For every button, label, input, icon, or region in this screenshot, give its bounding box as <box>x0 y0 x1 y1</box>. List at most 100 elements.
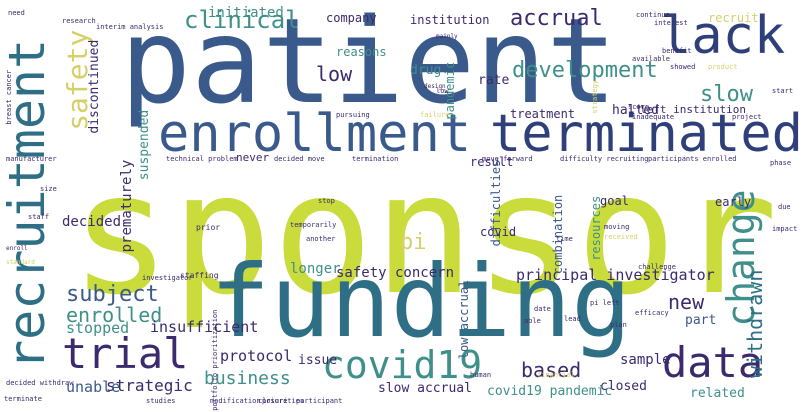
word: impact <box>772 225 798 233</box>
word: interim analysis <box>96 23 164 31</box>
word: score <box>628 103 650 111</box>
word: left institution <box>640 103 746 116</box>
word: covid19 pandemic <box>487 384 613 399</box>
word: principal investigator <box>516 266 715 284</box>
word: initiated <box>208 5 284 21</box>
word: covid19 <box>322 343 483 387</box>
word: challenge <box>638 263 676 271</box>
word: decided <box>62 214 122 230</box>
word: patient <box>120 0 618 130</box>
word: start <box>772 87 794 95</box>
word: available <box>632 55 670 63</box>
word: able <box>524 317 541 325</box>
word: trial <box>62 329 189 378</box>
word: never <box>236 151 270 164</box>
word: enrolled <box>66 303 163 327</box>
word: strategic <box>106 376 193 395</box>
word: termination <box>352 155 399 163</box>
word: business <box>204 368 291 389</box>
word: lack <box>660 6 786 66</box>
word: closure <box>258 397 288 405</box>
word: pi <box>400 230 427 255</box>
word: development <box>512 58 658 83</box>
word: funding <box>210 243 632 360</box>
word: part <box>685 313 717 328</box>
word: staff <box>28 213 50 221</box>
word: continue <box>636 11 670 19</box>
word: portfolio prioritization <box>211 309 219 411</box>
word: interest <box>654 19 688 27</box>
word: project <box>732 113 762 121</box>
word: safety concern <box>336 265 455 281</box>
word: human <box>470 371 492 379</box>
word: low <box>436 87 449 95</box>
word: move forward <box>482 155 533 163</box>
word: pursuing <box>336 111 370 119</box>
word: clinical <box>184 6 300 34</box>
word: efficacy <box>635 309 669 317</box>
word: studies <box>146 397 176 405</box>
word: benefit <box>662 47 692 55</box>
word: early <box>715 195 752 209</box>
word: staffing <box>180 271 219 280</box>
word: plan <box>610 321 627 329</box>
word: due <box>778 203 791 211</box>
word: related <box>690 386 745 401</box>
word: modification <box>210 397 261 405</box>
word: longer <box>290 261 341 277</box>
word: low <box>316 62 353 86</box>
word: research <box>62 17 96 25</box>
word: pi left <box>590 299 620 307</box>
word: data <box>662 338 764 387</box>
word: sponsor <box>70 136 779 332</box>
word: date <box>534 305 551 313</box>
word: goal <box>600 194 629 208</box>
word: unable <box>66 378 121 396</box>
word: new <box>668 290 705 314</box>
word: result <box>470 155 514 169</box>
word: issue <box>298 353 338 368</box>
word: strategy <box>591 79 599 114</box>
word: suspended <box>137 109 152 181</box>
word: standard <box>6 259 35 266</box>
word: breast cancer <box>5 69 13 125</box>
word: halted <box>612 103 659 118</box>
word: technical problem <box>166 155 238 163</box>
word: prior <box>196 223 221 232</box>
word: participant <box>296 397 343 405</box>
word: discontinued <box>87 39 102 134</box>
word: failure <box>420 111 450 119</box>
word: design <box>424 83 446 90</box>
word: time <box>556 235 573 243</box>
word: insufficient <box>150 318 259 336</box>
word: based <box>521 358 582 382</box>
word: decided move <box>274 155 325 163</box>
word: slow <box>700 82 753 107</box>
word: priorities <box>262 397 305 405</box>
word: enrollment <box>158 104 472 164</box>
word: inadequate <box>632 113 675 121</box>
word: sample <box>620 352 671 368</box>
word: subject <box>66 282 159 307</box>
word: prematurely <box>119 159 135 253</box>
word: need <box>8 9 25 17</box>
word: difficulty recruiting <box>560 155 649 163</box>
word: received <box>604 233 638 241</box>
word: accrual <box>510 6 603 31</box>
word: manufacturer <box>6 155 57 163</box>
word: institution <box>410 13 490 27</box>
word: enroll <box>6 245 28 252</box>
word: product <box>708 63 738 71</box>
word: moving <box>604 223 630 231</box>
word: withdrawn <box>743 269 767 378</box>
word: terminated <box>489 104 803 164</box>
word: reasons <box>336 45 387 59</box>
word: recruit <box>708 11 759 25</box>
word: showed <box>670 63 696 71</box>
word: protocol <box>220 347 293 365</box>
word: size <box>40 185 57 193</box>
word: decided withdraw <box>6 379 74 387</box>
word: financial <box>537 371 575 379</box>
word: stopped <box>66 319 130 337</box>
